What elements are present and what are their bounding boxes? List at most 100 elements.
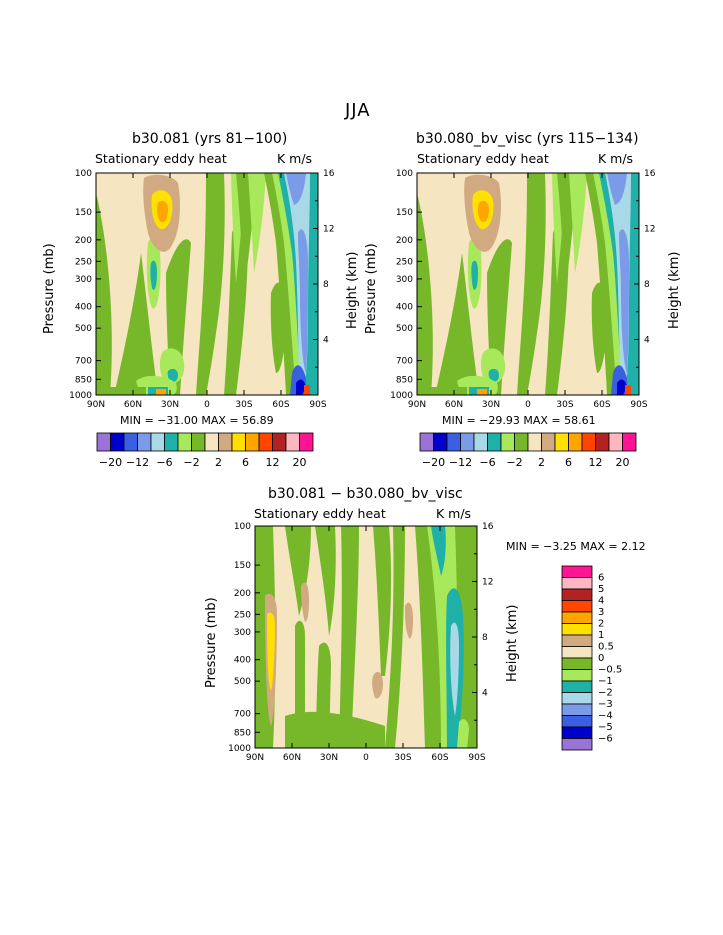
colorbar-2-color-box bbox=[527, 432, 542, 452]
panel-3-contour-region bbox=[385, 526, 405, 748]
colorbar-3-color-box bbox=[561, 588, 593, 601]
colorbar-1-color-label: −12 bbox=[126, 456, 149, 469]
panel-1-ylabel: Pressure (mb) bbox=[42, 243, 57, 334]
colorbar-3-color-box bbox=[561, 600, 593, 613]
colorbar-2-color-box bbox=[541, 432, 556, 452]
panel-1-pressure-tick-label: 850 bbox=[75, 375, 92, 385]
colorbar-3-color-label: −0.5 bbox=[598, 665, 622, 676]
panel-3-contour-region bbox=[373, 526, 392, 676]
colorbar-2-color-label: 6 bbox=[565, 456, 572, 469]
colorbar-1-color-box bbox=[177, 432, 192, 452]
panel-3-pressure-tick-label: 700 bbox=[234, 710, 251, 720]
colorbar-3-color-label: 3 bbox=[598, 607, 604, 618]
panel-2-pressure-tick-label: 400 bbox=[396, 303, 413, 313]
panel-3-height-tick-label: 8 bbox=[482, 633, 488, 643]
colorbar-2-color-box bbox=[581, 432, 596, 452]
panel-3-lat-tick-label: 30S bbox=[394, 753, 411, 763]
panel-1-pressure-tick-label: 700 bbox=[75, 357, 92, 367]
colorbar-2-color-label: −2 bbox=[506, 456, 522, 469]
panel-2-lat-tick-label: 60S bbox=[593, 400, 610, 410]
panel-2-contour-region bbox=[417, 193, 433, 395]
panel-2-pressure-tick-label: 850 bbox=[396, 375, 413, 385]
colorbar-1-color-label: 6 bbox=[242, 456, 249, 469]
panel-3-ylabel: Pressure (mb) bbox=[204, 597, 219, 688]
panel-2-contour-plot: 100 150 200 250 300 400 500 700 850 1000 16 12 8 4 90N… bbox=[390, 169, 656, 410]
panel-3-contour-region bbox=[372, 671, 383, 699]
colorbar-3-color-label: −3 bbox=[598, 699, 613, 710]
panel-2-contour-region bbox=[477, 389, 487, 395]
panel-2-ylabel: Pressure (mb) bbox=[364, 243, 379, 334]
colorbar-3-color-box bbox=[561, 715, 593, 728]
panel-1-contour-region bbox=[196, 173, 225, 395]
colorbar-2-color-label: −20 bbox=[422, 456, 445, 469]
panel-3-units-label: K m/s bbox=[436, 506, 472, 521]
panel-2-variable-label: Stationary eddy heat bbox=[417, 151, 549, 166]
panel-3-pressure-tick-label: 250 bbox=[234, 610, 251, 620]
panel-2-pressure-tick-label: 300 bbox=[396, 275, 413, 285]
panel-2-contour-region bbox=[488, 368, 499, 382]
panel-3-pressure-tick-label: 400 bbox=[234, 656, 251, 666]
panel-3-lat-tick-label: 60N bbox=[283, 753, 301, 763]
colorbar-2-color-box bbox=[487, 432, 502, 452]
colorbar-1-color-label: −20 bbox=[99, 456, 122, 469]
panel-2-pressure-tick-label: 150 bbox=[396, 208, 413, 218]
panel-1-contour-region bbox=[167, 368, 178, 382]
colorbar-3-color-box bbox=[561, 726, 593, 739]
colorbar-3-color-label: 5 bbox=[598, 584, 604, 595]
panel-2-lat-tick-label: 90S bbox=[630, 400, 647, 410]
colorbar-3-color-box bbox=[561, 692, 593, 705]
colorbar-3-color-label: −2 bbox=[598, 688, 613, 699]
panel-2-y2label: Height (km) bbox=[667, 251, 682, 329]
panel-1-contour-region bbox=[304, 385, 310, 395]
colorbar-1-color-box bbox=[191, 432, 206, 452]
colorbar-2-color-box bbox=[554, 432, 569, 452]
panel-3-contour-region bbox=[457, 719, 469, 748]
colorbar-1-color-box bbox=[272, 432, 287, 452]
colorbar-2-color-label: −6 bbox=[479, 456, 495, 469]
colorbar-3-color-box bbox=[561, 634, 593, 647]
colorbar-1-color-box bbox=[231, 432, 246, 452]
colorbar-3-color-label: 0 bbox=[598, 653, 604, 664]
panel-2-lat-tick-label: 90N bbox=[408, 400, 426, 410]
panel-1-pressure-tick-label: 400 bbox=[75, 303, 92, 313]
panel-3-pressure-tick-label: 1000 bbox=[228, 744, 251, 754]
colorbar-2-color-box bbox=[514, 432, 529, 452]
colorbar-1-color-box bbox=[258, 432, 273, 452]
panel-2-title: b30.080_bv_visc (yrs 115−134) bbox=[416, 131, 639, 147]
panel-2-pressure-tick-label: 700 bbox=[396, 357, 413, 367]
colorbar-1-color-box bbox=[110, 432, 125, 452]
colorbar-1-color-label: 12 bbox=[266, 456, 280, 469]
panel-3-pressure-tick-label: 150 bbox=[234, 561, 251, 571]
panel-1-contour-region bbox=[296, 379, 306, 395]
panel-3-lat-tick-label: 0 bbox=[363, 753, 369, 763]
panel-3-pressure-tick-label: 850 bbox=[234, 728, 251, 738]
colorbar-2-color-label: −12 bbox=[449, 456, 472, 469]
panel-3-height-tick-label: 12 bbox=[482, 578, 493, 588]
panel-3-lat-tick-label: 90N bbox=[246, 753, 264, 763]
panel-1-colorbar: −20 −12 −6 −2 2 6 12 20 bbox=[96, 432, 314, 469]
colorbar-1-color-box bbox=[96, 432, 111, 452]
panel-2-height-tick-label: 12 bbox=[644, 225, 655, 235]
panel-3-contour-region bbox=[339, 526, 359, 748]
panel-2-contour-region bbox=[619, 229, 629, 373]
panel-1-lat-tick-label: 90N bbox=[87, 400, 105, 410]
colorbar-3-color-box bbox=[561, 646, 593, 659]
panel-3-pressure-tick-label: 200 bbox=[234, 589, 251, 599]
colorbar-2-color-box bbox=[446, 432, 461, 452]
panel-1-variable-label: Stationary eddy heat bbox=[95, 151, 227, 166]
colorbar-2-color-label: 12 bbox=[589, 456, 603, 469]
colorbar-1-color-box bbox=[218, 432, 233, 452]
panel-3-contour-plot: 100 150 200 250 300 400 500 700 850 1000 16 12 8 4 90N… bbox=[228, 522, 494, 763]
panel-1-title: b30.081 (yrs 81−100) bbox=[132, 131, 288, 147]
panel-1-lat-tick-label: 90S bbox=[309, 400, 326, 410]
colorbar-3-color-box bbox=[561, 565, 593, 578]
colorbar-3-color-label: −6 bbox=[598, 734, 613, 745]
colorbar-1-color-label: −2 bbox=[183, 456, 199, 469]
panel-1-contour-region bbox=[156, 389, 166, 395]
panel-1-contour-region bbox=[286, 173, 306, 205]
colorbar-1-color-label: −6 bbox=[156, 456, 172, 469]
panel-1-lat-tick-label: 60N bbox=[124, 400, 142, 410]
panel-1-lat-tick-label: 30N bbox=[161, 400, 179, 410]
